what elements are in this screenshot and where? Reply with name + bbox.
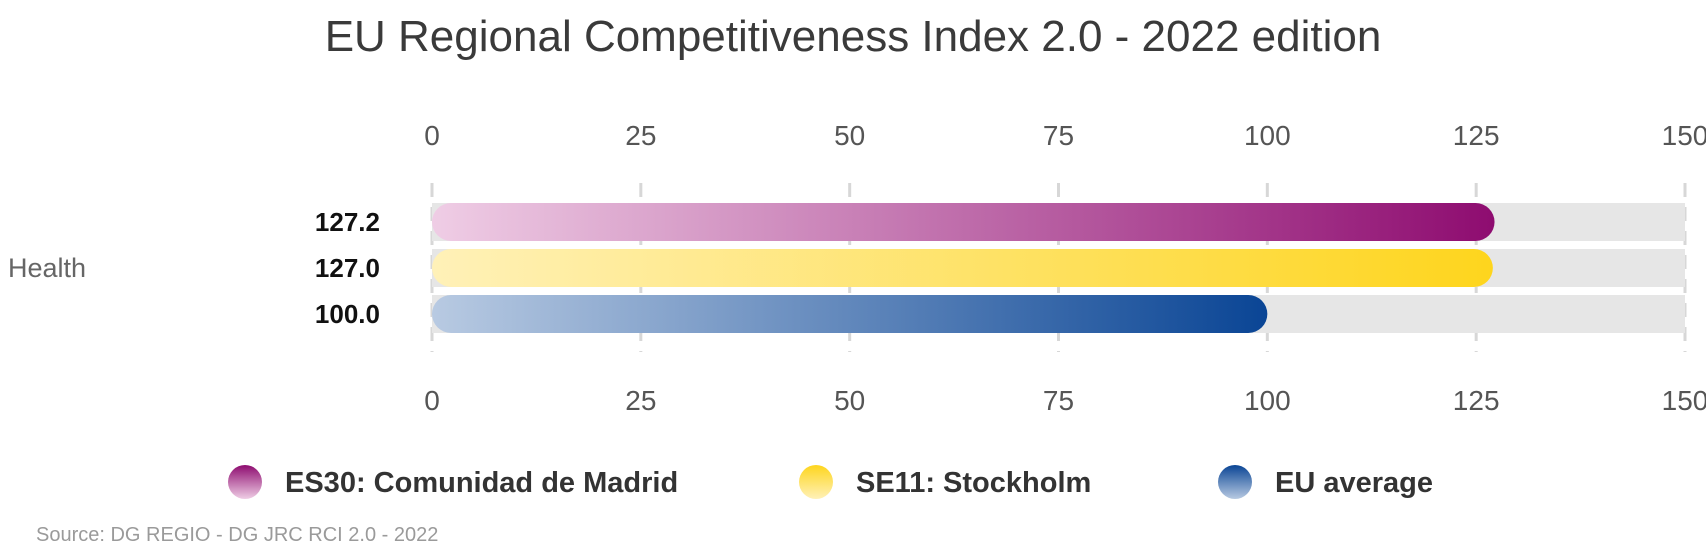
x-tick-label-top: 75 bbox=[1043, 120, 1074, 151]
legend-label[interactable]: SE11: Stockholm bbox=[856, 467, 1091, 499]
chart-title: EU Regional Competitiveness Index 2.0 - … bbox=[325, 12, 1382, 61]
x-tick-label-top: 50 bbox=[834, 120, 865, 151]
bar-0[interactable] bbox=[432, 203, 1495, 241]
category-label: Health bbox=[8, 253, 86, 283]
legend-label[interactable]: EU average bbox=[1275, 467, 1433, 499]
legend-label[interactable]: ES30: Comunidad de Madrid bbox=[285, 467, 678, 499]
data-label: 127.0 bbox=[315, 253, 380, 283]
legend-swatch[interactable] bbox=[228, 465, 262, 499]
x-tick-label-bottom: 50 bbox=[834, 385, 865, 416]
x-tick-label-top: 25 bbox=[625, 120, 656, 151]
x-tick-label-bottom: 75 bbox=[1043, 385, 1074, 416]
x-tick-label-bottom: 0 bbox=[424, 385, 440, 416]
x-tick-label-top: 125 bbox=[1453, 120, 1500, 151]
x-tick-label-bottom: 150 bbox=[1662, 385, 1706, 416]
x-axis-bottom: 0 25 50 75 100 125 150 bbox=[424, 385, 1706, 416]
bar-1[interactable] bbox=[432, 249, 1493, 287]
bar-2[interactable] bbox=[432, 295, 1268, 333]
x-tick-label-bottom: 25 bbox=[625, 385, 656, 416]
data-label: 127.2 bbox=[315, 207, 380, 237]
legend-swatch[interactable] bbox=[1218, 465, 1252, 499]
x-axis-top: 0 25 50 75 100 125 150 bbox=[424, 120, 1706, 151]
x-tick-label-bottom: 125 bbox=[1453, 385, 1500, 416]
x-tick-label-bottom: 100 bbox=[1244, 385, 1291, 416]
legend-swatch[interactable] bbox=[799, 465, 833, 499]
bars: 127.2 127.0 100.0 bbox=[315, 203, 1685, 333]
x-tick-label-top: 150 bbox=[1662, 120, 1706, 151]
x-tick-label-top: 100 bbox=[1244, 120, 1291, 151]
x-tick-label-top: 0 bbox=[424, 120, 440, 151]
legend: ES30: Comunidad de Madrid SE11: Stockholm… bbox=[228, 465, 1433, 499]
data-label: 100.0 bbox=[315, 299, 380, 329]
source-note: Source: DG REGIO - DG JRC RCI 2.0 - 2022 bbox=[36, 524, 438, 546]
